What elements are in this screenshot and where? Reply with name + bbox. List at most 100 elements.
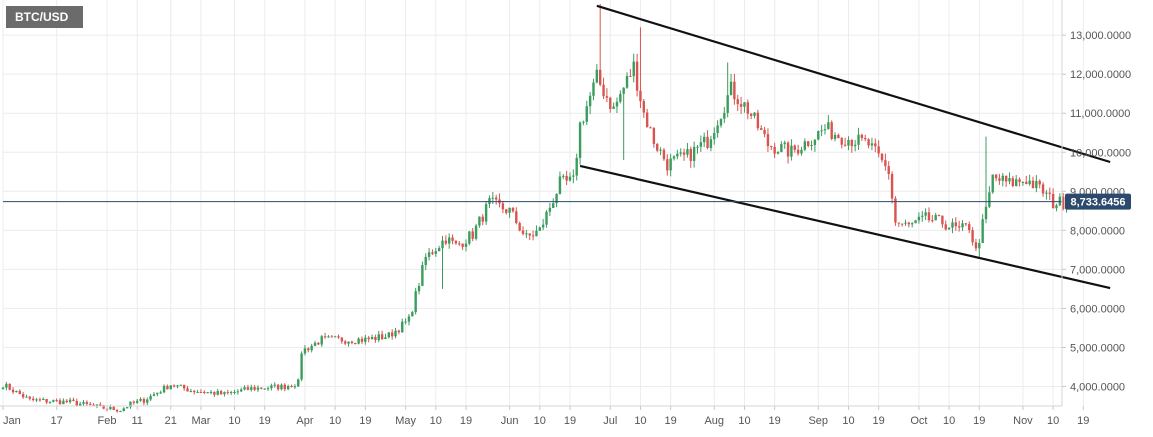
candle-body (189, 390, 193, 392)
candle-up (387, 332, 391, 339)
candle-body (407, 316, 411, 322)
candle-up (176, 384, 179, 389)
candle-body (746, 102, 750, 114)
symbol-badge[interactable]: BTC/USD (3, 6, 83, 28)
candle-up (1008, 172, 1011, 185)
candle-up (1035, 175, 1038, 193)
candle-up (52, 399, 55, 403)
x-tick-label: Feb (98, 415, 117, 427)
candle-body (166, 385, 169, 390)
candle-body (1061, 196, 1065, 209)
candle-body (521, 230, 525, 234)
current-price-label: 8,733.6456 (1070, 197, 1125, 209)
candle-body (119, 410, 122, 412)
candle-body (38, 399, 42, 401)
candle-body (414, 291, 417, 313)
candle-down (994, 174, 998, 182)
candle-body (528, 233, 531, 236)
candle-body (458, 243, 461, 245)
x-tick-label: Jun (501, 415, 519, 427)
candle-body (699, 142, 703, 147)
candle-up (464, 239, 468, 252)
candle-down (350, 340, 354, 345)
candle-body (464, 243, 468, 247)
candle-body (880, 153, 884, 161)
candle-body (253, 387, 256, 390)
candle-down (763, 126, 766, 138)
candle-up (1058, 193, 1062, 207)
candle-body (820, 130, 823, 132)
candle-up (109, 404, 112, 410)
trendlines (579, 4, 1111, 290)
candle-body (921, 215, 924, 217)
candle-body (968, 224, 971, 231)
candle-down (317, 342, 320, 345)
candle-body (723, 112, 726, 119)
candle-body (226, 392, 229, 394)
candle-down (431, 249, 434, 256)
x-tick-label: 19 (359, 415, 371, 427)
candle-body (914, 220, 917, 224)
candle-down (880, 153, 884, 163)
candle-body (575, 157, 578, 176)
candle-body (944, 224, 947, 230)
candle-body (263, 388, 266, 390)
x-tick-label: 11 (131, 415, 142, 427)
candle-body (21, 394, 25, 398)
candle-down (172, 384, 176, 388)
candle-body (78, 403, 82, 406)
candle-up (394, 327, 397, 339)
candle-down (760, 125, 763, 130)
candle-body (129, 401, 132, 408)
candle-body (1031, 180, 1035, 189)
candle-down (1004, 175, 1008, 187)
candle-body (978, 242, 981, 249)
candle-body (344, 341, 347, 344)
candle-body (555, 193, 558, 204)
candle-up (42, 397, 45, 401)
candle-up (82, 399, 85, 406)
candle-body (625, 75, 629, 88)
candle-up (692, 141, 696, 168)
candle-body (327, 336, 330, 338)
candle-down (360, 336, 364, 344)
candle-body (156, 392, 159, 395)
x-axis: Jan 17 Feb 11 21 Mar 10 19 Apr 10 19 May 10 19 Jun 10 19… (2, 406, 1089, 427)
candle-body (645, 112, 649, 128)
candle-body (770, 146, 773, 148)
candle-body (394, 330, 397, 337)
candle-body (1058, 196, 1062, 206)
candle-up (817, 130, 820, 141)
candle-body (384, 337, 387, 340)
candle-down (186, 385, 189, 392)
price-badge-background (1065, 193, 1131, 210)
candle-up (125, 406, 129, 409)
candle-down (18, 389, 21, 395)
candle-body (860, 134, 864, 139)
candle-up (723, 107, 726, 124)
candle-up (548, 202, 552, 217)
candle-body (894, 198, 897, 223)
candle-up (853, 139, 857, 152)
candle-up (427, 247, 431, 261)
candle-up (136, 398, 139, 405)
candle-up (991, 174, 994, 194)
candle-body (28, 396, 32, 399)
candle-down (706, 130, 709, 150)
candle-up (223, 391, 226, 397)
candle-body (692, 146, 696, 161)
x-tick-label: 19 (259, 415, 271, 427)
candle-body (347, 341, 350, 344)
candle-down (602, 77, 605, 99)
candle-body (451, 237, 454, 241)
candle-body (125, 407, 129, 409)
x-tick-label: Apr (296, 415, 313, 427)
candle-body (11, 389, 15, 393)
candle-up (293, 384, 297, 389)
candle-down (451, 234, 454, 245)
candle-down (884, 153, 887, 171)
candle-up (558, 171, 562, 195)
candle-body (552, 203, 555, 208)
